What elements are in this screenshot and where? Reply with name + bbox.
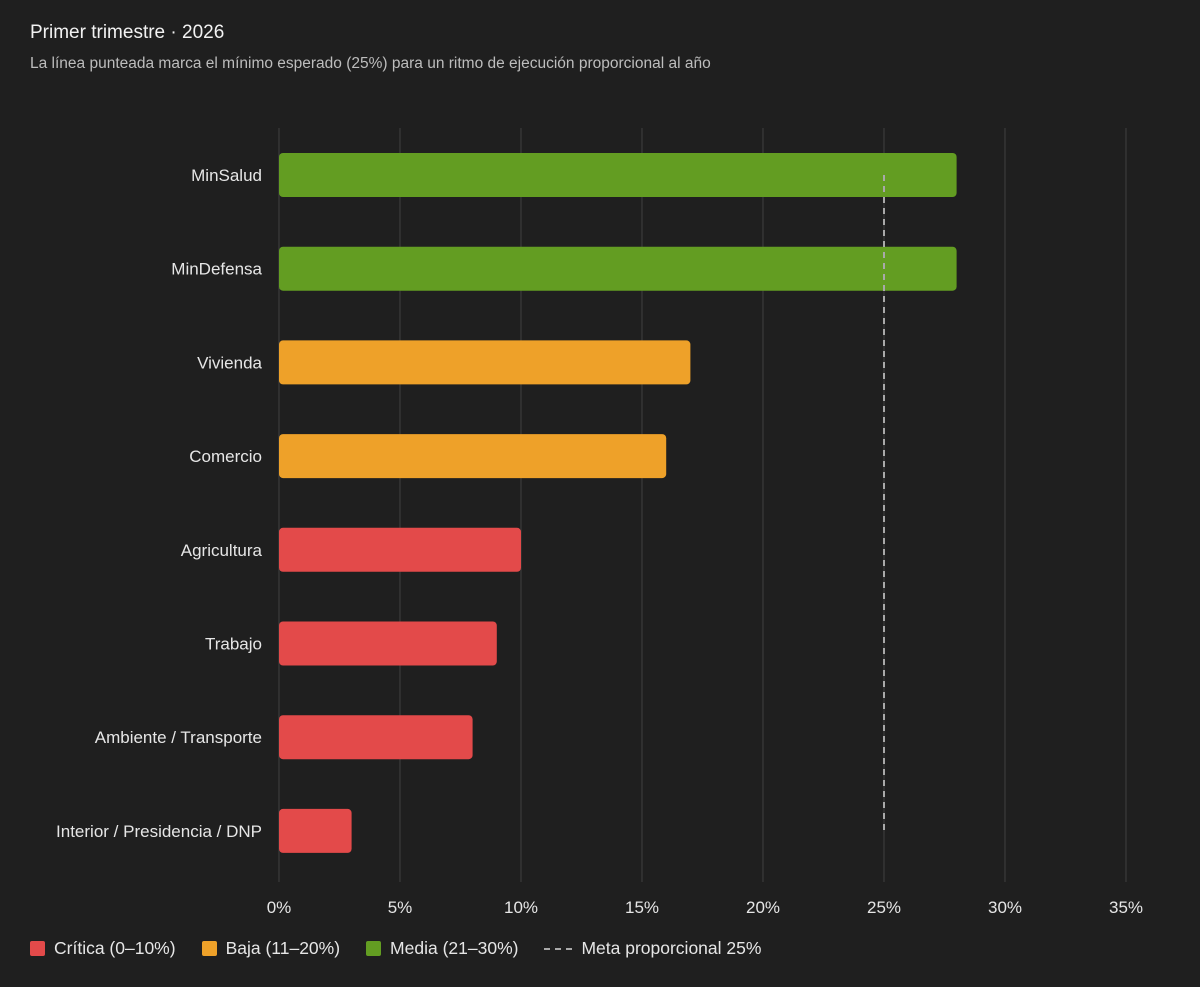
legend-swatch-critica: [30, 941, 45, 956]
category-label: Interior / Presidencia / DNP: [56, 822, 262, 841]
bar: [279, 621, 497, 666]
category-label: Agricultura: [181, 541, 263, 560]
x-tick-label: 35%: [1109, 898, 1143, 917]
legend-label-media: Media (21–30%): [390, 938, 519, 958]
legend-item-media: Media (21–30%): [366, 938, 518, 959]
x-tick-label: 10%: [504, 898, 538, 917]
category-label: Vivienda: [197, 353, 262, 372]
bar: [279, 246, 957, 291]
x-tick-label: 30%: [988, 898, 1022, 917]
category-label: Comercio: [189, 447, 262, 466]
chart-title: Primer trimestre · 2026: [30, 22, 225, 43]
bar: [279, 153, 957, 197]
legend-label-meta: Meta proporcional 25%: [581, 938, 762, 958]
bar: [279, 715, 473, 760]
category-label: MinDefensa: [171, 260, 262, 279]
x-tick-label: 20%: [746, 898, 780, 917]
legend-item-meta: Meta proporcional 25%: [544, 938, 761, 959]
bar: [279, 527, 521, 572]
x-tick-label: 15%: [625, 898, 659, 917]
category-label: Ambiente / Transporte: [95, 728, 262, 747]
legend-swatch-baja: [201, 941, 217, 956]
x-tick-label: 5%: [388, 898, 413, 917]
x-tick-label: 0%: [267, 898, 292, 917]
legend: Crítica (0–10%) Baja (11–20%) Media (21–…: [30, 938, 761, 959]
legend-swatch-media: [366, 941, 382, 956]
category-label: MinSalud: [191, 166, 262, 185]
legend-label-critica: Crítica (0–10%): [54, 938, 176, 958]
legend-label-baja: Baja (11–20%): [225, 938, 341, 958]
chart-subtitle: La línea punteada marca el mínimo espera…: [30, 55, 711, 72]
bar-chart: 0% 5% 10% 15% 20% 25% 30% 35% MinSalud MinDefensa…: [56, 128, 1143, 917]
legend-swatch-meta: [544, 947, 573, 950]
bar: [279, 340, 691, 385]
x-tick-label: 25%: [867, 898, 901, 917]
bar: [279, 808, 352, 853]
legend-item-baja: Baja (11–20%): [201, 938, 341, 959]
category-label: Trabajo: [205, 635, 262, 654]
bar: [279, 434, 667, 479]
legend-item-critica: Crítica (0–10%): [30, 938, 176, 959]
